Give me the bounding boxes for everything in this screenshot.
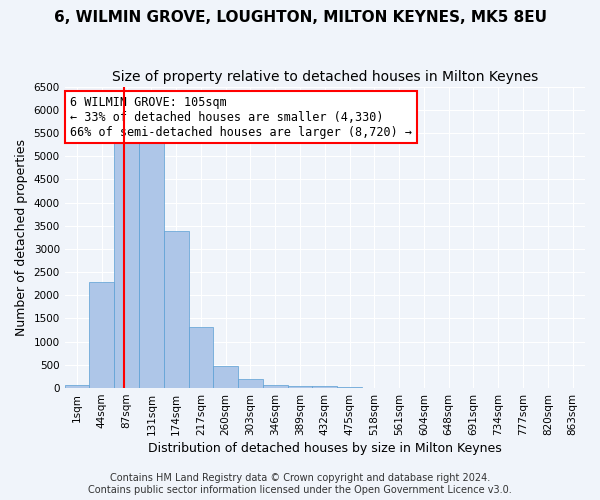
Text: 6, WILMIN GROVE, LOUGHTON, MILTON KEYNES, MK5 8EU: 6, WILMIN GROVE, LOUGHTON, MILTON KEYNES…	[53, 10, 547, 25]
Bar	[164, 232, 188, 388]
Text: 6 WILMIN GROVE: 105sqm
← 33% of detached houses are smaller (4,330)
66% of semi-: 6 WILMIN GROVE: 105sqm ← 33% of detached…	[70, 96, 412, 138]
Bar	[65, 385, 89, 388]
Bar	[139, 136, 164, 388]
Bar	[337, 386, 362, 388]
Bar	[188, 328, 214, 388]
Bar	[89, 282, 114, 388]
Bar	[114, 136, 139, 388]
Title: Size of property relative to detached houses in Milton Keynes: Size of property relative to detached ho…	[112, 70, 538, 84]
Y-axis label: Number of detached properties: Number of detached properties	[15, 139, 28, 336]
Bar	[313, 386, 337, 388]
Bar	[238, 380, 263, 388]
Bar	[214, 366, 238, 388]
Bar	[263, 384, 287, 388]
Bar	[287, 386, 313, 388]
X-axis label: Distribution of detached houses by size in Milton Keynes: Distribution of detached houses by size …	[148, 442, 502, 455]
Text: Contains HM Land Registry data © Crown copyright and database right 2024.
Contai: Contains HM Land Registry data © Crown c…	[88, 474, 512, 495]
